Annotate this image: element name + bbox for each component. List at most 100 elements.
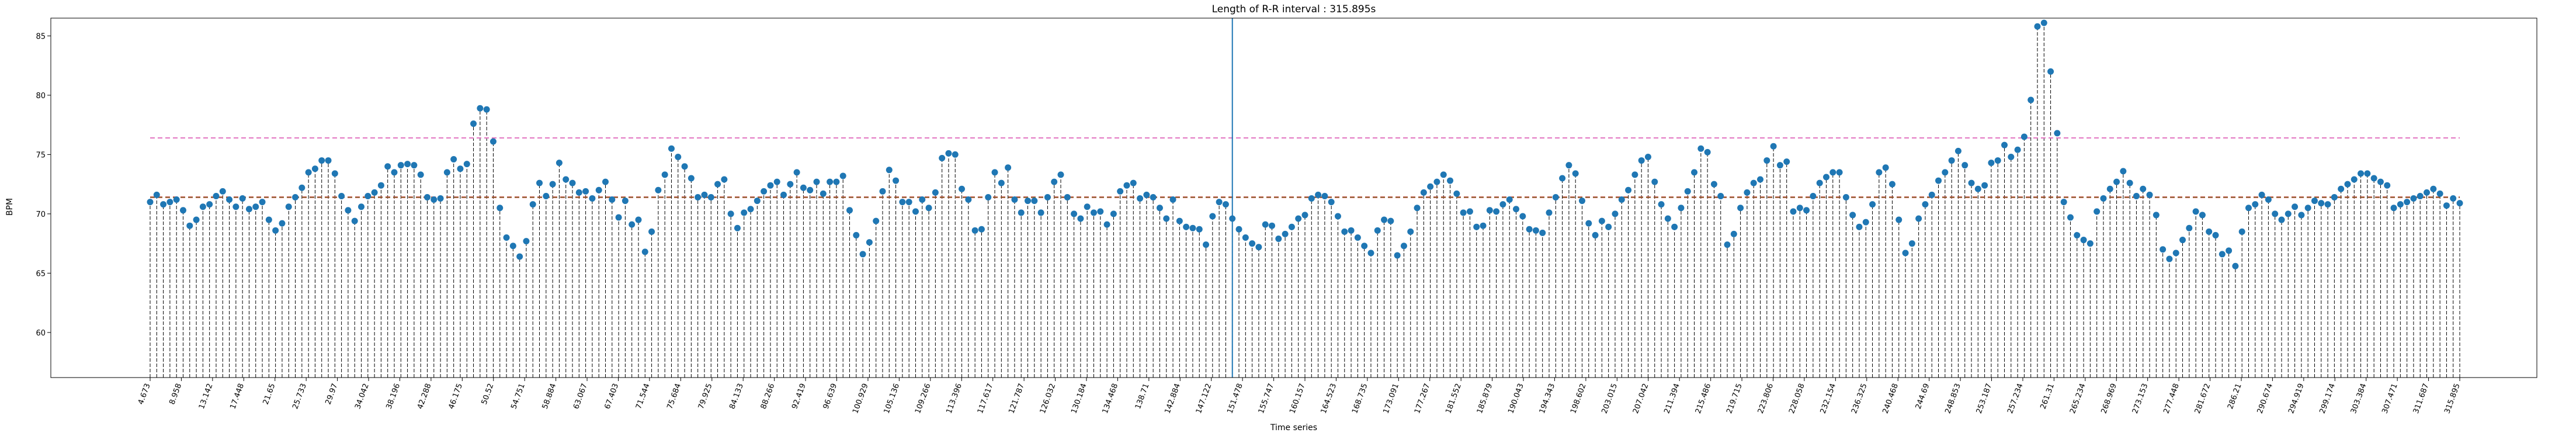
x-tick-label: 261.31 <box>2039 382 2056 410</box>
x-tick-label: 265.234 <box>2068 382 2087 415</box>
data-point <box>1908 240 1915 247</box>
data-point <box>1869 201 1876 208</box>
data-point <box>1750 179 1757 186</box>
data-point <box>2272 210 2279 217</box>
data-point <box>1651 178 1658 185</box>
data-point <box>2140 185 2147 192</box>
data-point <box>688 175 695 182</box>
data-point <box>1103 221 1110 228</box>
data-point <box>1328 199 1335 206</box>
data-point <box>1084 203 1091 210</box>
data-point <box>2206 228 2213 235</box>
data-point <box>846 207 853 214</box>
data-point <box>1222 201 1229 208</box>
data-point <box>2377 178 2384 185</box>
data-point <box>2146 191 2153 198</box>
data-point <box>595 186 602 193</box>
x-tick-label: 42.288 <box>416 382 433 410</box>
data-point <box>160 201 167 208</box>
x-tick-label: 8.958 <box>168 382 183 406</box>
data-point <box>859 251 866 258</box>
data-point <box>2179 237 2186 244</box>
x-tick-label: 173.091 <box>1382 382 1401 415</box>
data-point <box>721 176 728 183</box>
x-tick-label: 67.403 <box>603 382 621 410</box>
x-tick-label: 223.806 <box>1756 382 1775 415</box>
data-point <box>2126 179 2133 186</box>
data-point <box>1341 228 1348 235</box>
x-tick-label: 219.715 <box>1725 382 1744 415</box>
data-point <box>199 203 206 210</box>
data-point <box>1071 210 1078 217</box>
data-point <box>193 216 200 223</box>
data-point <box>1994 157 2001 164</box>
data-point <box>457 165 464 172</box>
data-point <box>483 106 490 113</box>
data-point <box>2020 133 2028 140</box>
x-tick-label: 290.674 <box>2256 382 2275 415</box>
data-point <box>959 185 966 192</box>
data-point <box>655 186 662 193</box>
x-tick-label: 38.196 <box>385 382 402 410</box>
x-tick-label: 190.043 <box>1506 382 1525 415</box>
data-point <box>1447 177 1454 184</box>
data-point <box>1671 223 1678 230</box>
x-tick-label: 50.52 <box>480 382 496 406</box>
data-point <box>265 216 272 223</box>
data-point <box>1057 171 1064 178</box>
data-point <box>2074 231 2081 238</box>
data-point <box>1288 223 1295 230</box>
x-tick-label: 121.787 <box>1007 382 1026 415</box>
data-point <box>1737 205 1744 212</box>
data-point <box>2390 205 2397 212</box>
x-tick-label: 63.067 <box>572 382 589 410</box>
x-tick-label: 25.733 <box>291 382 308 410</box>
data-point <box>1183 223 1190 230</box>
data-point <box>325 157 332 164</box>
data-point <box>2034 23 2041 30</box>
data-point <box>2358 170 2365 177</box>
x-tick-label: 71.544 <box>634 382 652 410</box>
x-tick-label: 277.448 <box>2162 382 2181 415</box>
x-tick-label: 88.266 <box>759 382 777 410</box>
x-tick-label: 105.136 <box>883 382 901 415</box>
data-point <box>226 196 233 203</box>
data-point <box>2384 182 2391 189</box>
x-tick-label: 34.042 <box>353 382 371 410</box>
data-point <box>1928 191 1935 198</box>
data-point <box>364 192 372 199</box>
x-tick-label: 281.672 <box>2193 382 2212 415</box>
data-point <box>793 169 800 176</box>
data-point <box>1427 183 1434 190</box>
data-point <box>1592 231 1599 238</box>
data-point <box>1876 169 1883 176</box>
data-point <box>1169 196 1176 203</box>
data-point <box>1684 188 1691 195</box>
x-tick-label: 109.266 <box>914 382 932 415</box>
data-point <box>1460 209 1467 216</box>
data-point <box>173 196 180 203</box>
x-tick-label: 307.471 <box>2380 382 2399 415</box>
data-point <box>2080 237 2087 244</box>
data-point <box>437 195 444 202</box>
data-point <box>2238 228 2245 235</box>
data-point <box>1605 223 1612 230</box>
x-tick-label: 207.042 <box>1631 382 1650 415</box>
data-point <box>965 196 972 203</box>
data-point <box>2040 19 2047 26</box>
data-point <box>489 138 497 145</box>
data-point <box>1255 244 1262 251</box>
data-point <box>1473 223 1480 230</box>
data-point <box>2067 214 2074 221</box>
data-point <box>285 203 292 210</box>
data-point <box>1612 210 1619 217</box>
data-point <box>2404 199 2411 206</box>
data-point <box>1249 240 1256 247</box>
data-point <box>1678 205 1685 212</box>
y-tick-label: 85 <box>36 32 46 41</box>
x-tick-label: 130.184 <box>1070 382 1088 415</box>
x-tick-label: 79.925 <box>697 382 714 410</box>
data-point <box>707 193 714 200</box>
data-point <box>2417 192 2424 199</box>
data-point <box>1374 227 1381 234</box>
